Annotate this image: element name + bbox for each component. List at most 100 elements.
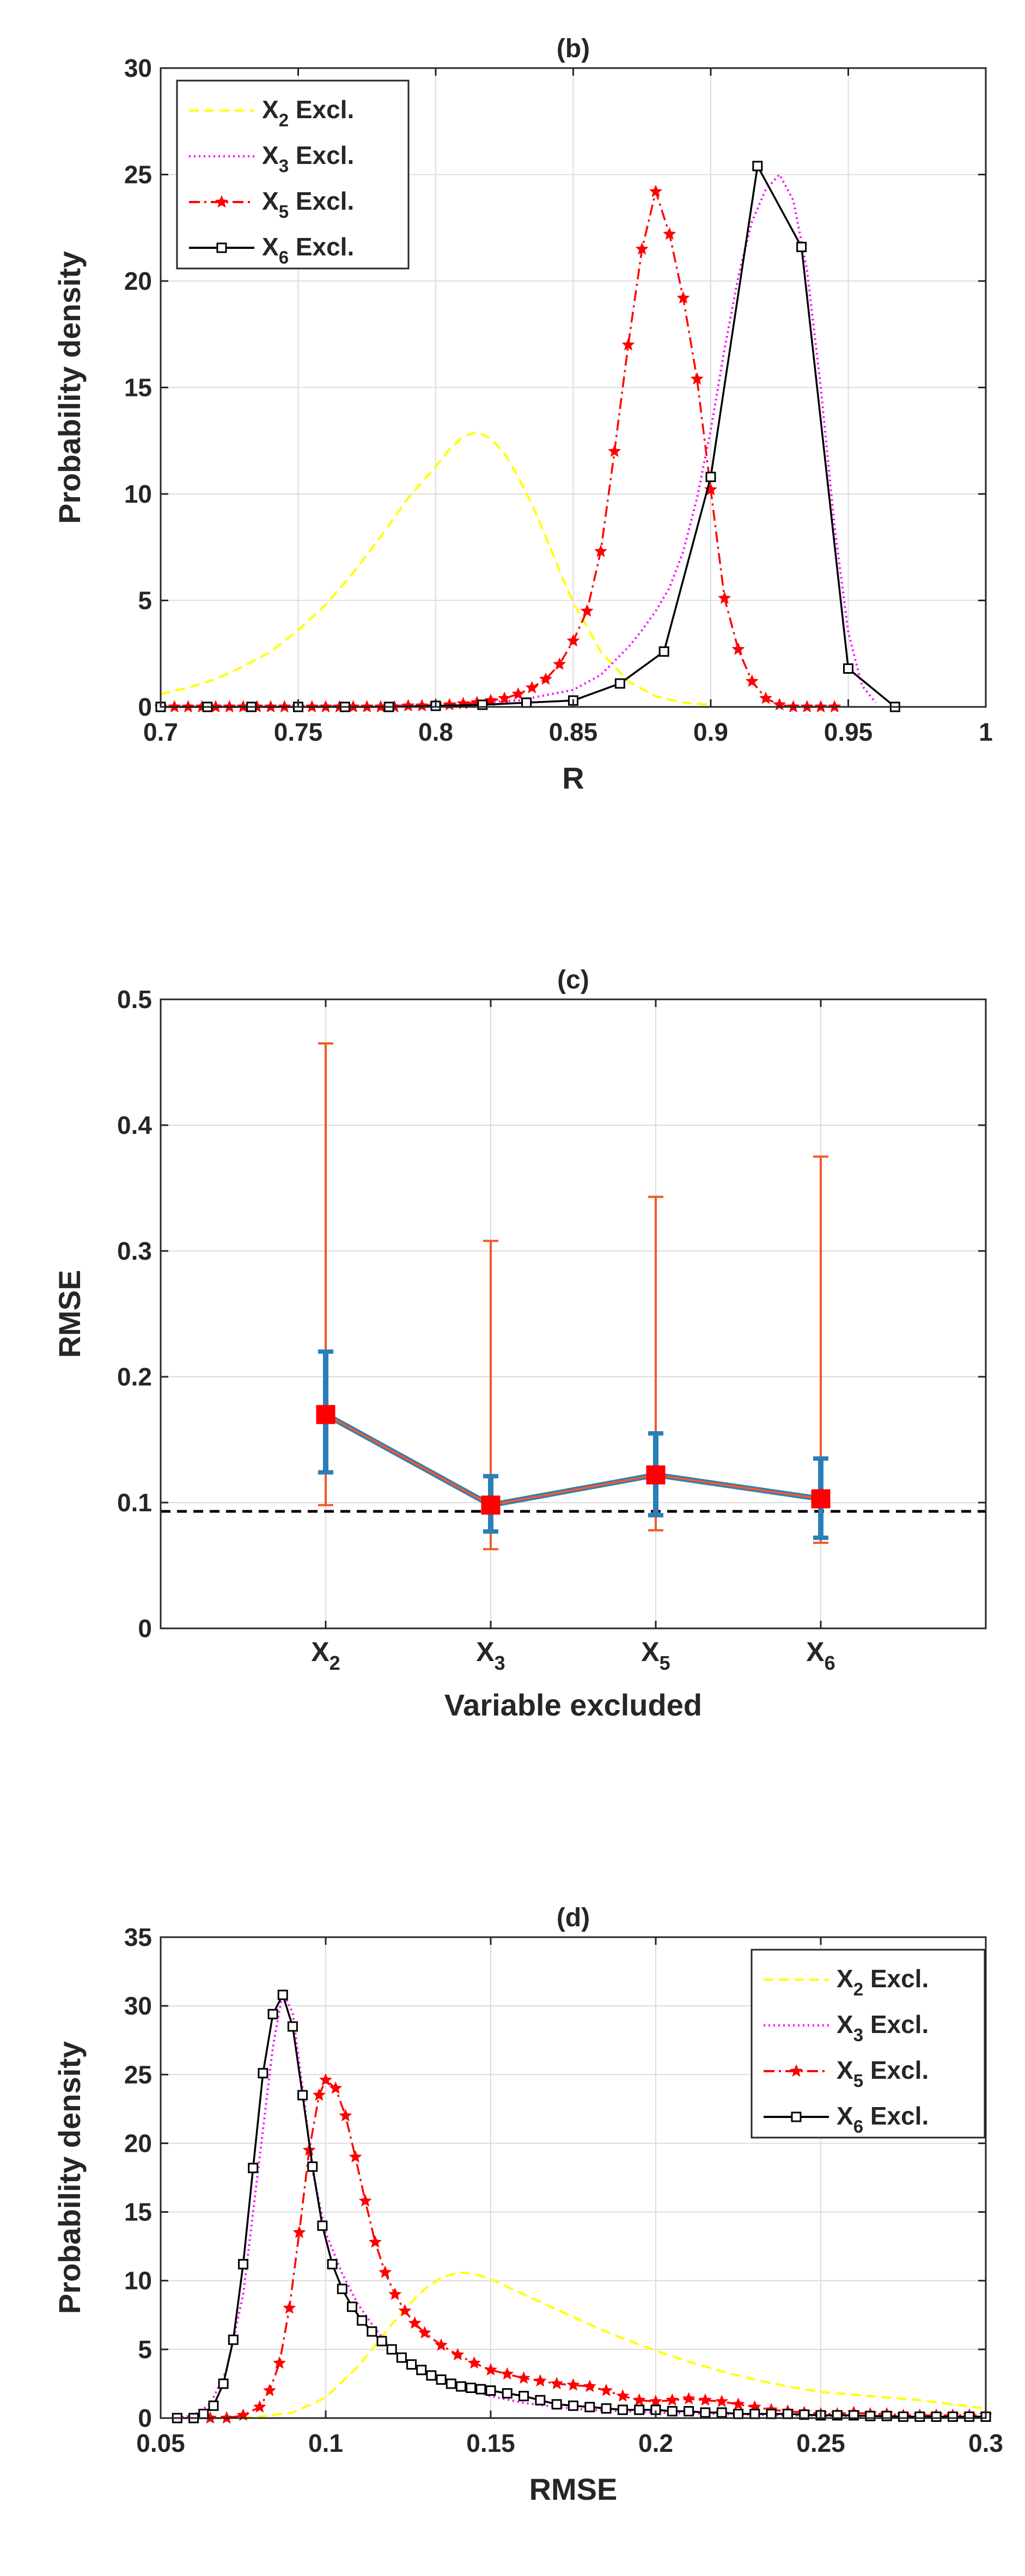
- data-point: [614, 678, 625, 689]
- data-point: [568, 2400, 578, 2411]
- data-point: [705, 472, 716, 483]
- data-point: [898, 2411, 908, 2422]
- y-tick-label: 0.5: [117, 985, 152, 1014]
- y-tick-label: 0: [138, 2404, 152, 2432]
- data-point: [312, 2088, 326, 2101]
- data-point: [594, 544, 607, 557]
- median-line-inner: [325, 1413, 821, 1506]
- data-point: [584, 2402, 595, 2413]
- y-tick-label: 25: [124, 161, 152, 189]
- legend-label: X3 Excl.: [262, 141, 354, 176]
- data-point: [379, 2266, 392, 2278]
- chart-title: (b): [557, 34, 590, 63]
- x-category-label: X2: [311, 1637, 340, 1674]
- data-point: [682, 2392, 695, 2404]
- data-point: [684, 2406, 694, 2416]
- x-category-label: X3: [476, 1637, 505, 1674]
- legend-label: X3 Excl.: [837, 2010, 929, 2045]
- data-point: [553, 657, 566, 670]
- data-point: [367, 2326, 377, 2337]
- data-point: [690, 372, 704, 385]
- data-point: [477, 699, 488, 710]
- data-point: [307, 2161, 318, 2172]
- legend: X2 Excl. X3 Excl. X5 Excl. X6 Excl.: [751, 1949, 986, 2139]
- y-tick-label: 10: [124, 2267, 152, 2295]
- y-tick-label: 5: [138, 2335, 152, 2364]
- data-point: [947, 2411, 958, 2422]
- data-point: [533, 2374, 547, 2387]
- data-point: [700, 2407, 711, 2418]
- y-tick-label: 0.3: [117, 1237, 152, 1265]
- legend-label: X2 Excl.: [837, 1964, 929, 1999]
- x-tick-label: 0.1: [308, 2429, 343, 2457]
- data-point: [759, 691, 772, 704]
- data-point: [388, 2287, 402, 2300]
- x-category-label: X6: [806, 1637, 835, 1674]
- data-point: [287, 2021, 298, 2032]
- data-point: [865, 2410, 876, 2421]
- data-point: [396, 2352, 407, 2363]
- x-tick-label: 0.05: [136, 2429, 185, 2457]
- data-point: [416, 2365, 427, 2376]
- data-point: [634, 2404, 645, 2415]
- data-point: [580, 604, 594, 617]
- data-point: [621, 338, 635, 351]
- data-point: [716, 2407, 727, 2418]
- data-point: [467, 2356, 481, 2369]
- series-2: [227, 2271, 986, 2419]
- data-point: [248, 2163, 259, 2174]
- data-point: [745, 674, 759, 687]
- y-tick-label: 5: [138, 587, 152, 615]
- y-tick-label: 30: [124, 1992, 152, 2020]
- data-point: [782, 2408, 793, 2419]
- legend-label: X5 Excl.: [262, 187, 354, 222]
- data-point: [635, 242, 649, 255]
- x-tick-label: 1: [979, 718, 993, 746]
- data-point: [525, 681, 539, 694]
- data-point: [616, 2389, 630, 2402]
- data-point: [446, 2378, 456, 2389]
- x-tick-label: 0.75: [274, 718, 323, 746]
- data-point: [368, 2235, 382, 2248]
- data-point: [238, 2258, 248, 2269]
- series-6: [172, 1989, 991, 2424]
- data-point: [517, 2371, 530, 2384]
- y-tick-label: 25: [124, 2060, 152, 2089]
- data-point: [766, 2408, 777, 2419]
- data-point: [253, 2400, 266, 2413]
- data-point: [485, 2385, 496, 2396]
- x-category-label: X5: [641, 1637, 670, 1674]
- legend-label: X2 Excl.: [262, 95, 354, 130]
- median-marker: [316, 1405, 335, 1424]
- legend-marker: [215, 195, 228, 208]
- data-point: [600, 2383, 613, 2396]
- data-point: [749, 2408, 760, 2419]
- median-marker: [481, 1495, 501, 1515]
- x-axis-label: Variable excluded: [444, 1688, 702, 1722]
- data-point: [658, 646, 669, 657]
- data-point: [715, 2395, 729, 2407]
- data-point: [451, 2348, 465, 2361]
- data-point: [327, 2258, 338, 2269]
- series-3: [161, 173, 877, 708]
- legend-label: X5 Excl.: [837, 2056, 929, 2091]
- data-point: [484, 2363, 497, 2376]
- data-point: [408, 2316, 422, 2329]
- series-line: [227, 2271, 986, 2419]
- data-point: [511, 687, 525, 700]
- data-point: [698, 2393, 712, 2406]
- data-point: [329, 2081, 343, 2094]
- data-point: [550, 2377, 564, 2390]
- data-point: [566, 2378, 580, 2391]
- data-point: [521, 697, 532, 708]
- x-axis-label: RMSE: [529, 2472, 618, 2506]
- legend: X2 Excl. X3 Excl. X5 Excl. X6 Excl.: [176, 80, 410, 270]
- data-point: [752, 161, 763, 172]
- data-point: [881, 2410, 892, 2421]
- data-point: [398, 2304, 412, 2317]
- data-point: [733, 2408, 743, 2419]
- data-point: [358, 2194, 372, 2207]
- x-tick-label: 0.85: [549, 718, 598, 746]
- y-tick-label: 20: [124, 267, 152, 295]
